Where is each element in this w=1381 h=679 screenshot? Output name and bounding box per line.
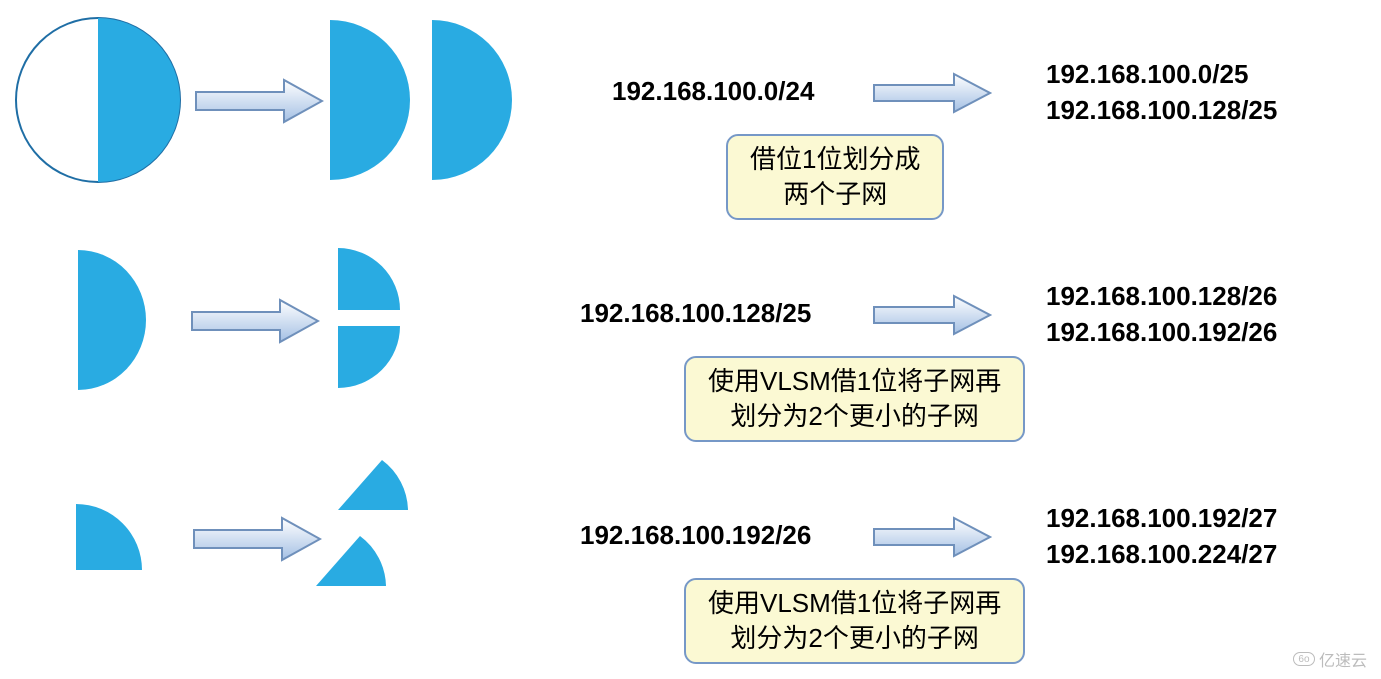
- caption-line: 两个子网: [750, 177, 920, 212]
- shape-quarter: [74, 498, 148, 572]
- ip-dest-line: 192.168.100.0/25: [1046, 56, 1277, 92]
- ip-dest: 192.168.100.192/27 192.168.100.224/27: [1046, 500, 1277, 573]
- caption-line: 借位1位划分成: [750, 142, 920, 177]
- shape-quarter-bottom: [336, 324, 406, 394]
- arrow-icon: [190, 298, 320, 344]
- text-row3: 192.168.100.192/26 192.168.100.192/27 19…: [540, 450, 1381, 650]
- shape-quarter-top: [336, 242, 406, 312]
- caption-line: 使用VLSM借1位将子网再: [708, 586, 1001, 621]
- row-2: 192.168.100.128/25 192.168.100.128/26 19…: [0, 228, 1381, 428]
- caption-box: 借位1位划分成 两个子网: [726, 134, 944, 220]
- watermark-label: 亿速云: [1319, 647, 1367, 671]
- watermark: 6o 亿速云: [1293, 647, 1367, 671]
- row-1: 192.168.100.0/24 192.168.100.0/25 192.16…: [0, 0, 1381, 200]
- text-row1: 192.168.100.0/24 192.168.100.0/25 192.16…: [540, 0, 1381, 200]
- arrow-icon: [872, 516, 992, 558]
- ip-dest-line: 192.168.100.224/27: [1046, 536, 1277, 572]
- shape-eighth-bottom: [312, 532, 390, 590]
- ip-dest: 192.168.100.0/25 192.168.100.128/25: [1046, 56, 1277, 129]
- caption-box: 使用VLSM借1位将子网再 划分为2个更小的子网: [684, 578, 1025, 664]
- text-row2: 192.168.100.128/25 192.168.100.128/26 19…: [540, 228, 1381, 428]
- shape-half: [76, 250, 150, 390]
- ip-dest-line: 192.168.100.192/27: [1046, 500, 1277, 536]
- ip-dest-line: 192.168.100.192/26: [1046, 314, 1277, 350]
- shapes-row3: [0, 450, 540, 650]
- ip-source: 192.168.100.0/24: [612, 76, 814, 107]
- arrow-icon: [194, 78, 324, 124]
- ip-dest-line: 192.168.100.128/26: [1046, 278, 1277, 314]
- row-3: 192.168.100.192/26 192.168.100.192/27 19…: [0, 450, 1381, 650]
- caption-box: 使用VLSM借1位将子网再 划分为2个更小的子网: [684, 356, 1025, 442]
- ip-source: 192.168.100.128/25: [580, 298, 811, 329]
- watermark-logo-icon: 6o: [1293, 652, 1315, 666]
- arrow-icon: [872, 72, 992, 114]
- ip-dest-line: 192.168.100.128/25: [1046, 92, 1277, 128]
- shape-half-left: [328, 20, 412, 180]
- shape-half-right: [430, 20, 514, 180]
- arrow-icon: [872, 294, 992, 336]
- shape-circle-half: [14, 16, 182, 184]
- shapes-row1: [0, 0, 540, 200]
- shape-eighth-top: [334, 456, 412, 514]
- caption-line: 划分为2个更小的子网: [708, 621, 1001, 656]
- ip-dest: 192.168.100.128/26 192.168.100.192/26: [1046, 278, 1277, 351]
- shapes-row2: [0, 228, 540, 428]
- ip-source: 192.168.100.192/26: [580, 520, 811, 551]
- caption-line: 使用VLSM借1位将子网再: [708, 364, 1001, 399]
- caption-line: 划分为2个更小的子网: [708, 399, 1001, 434]
- arrow-icon: [192, 516, 322, 562]
